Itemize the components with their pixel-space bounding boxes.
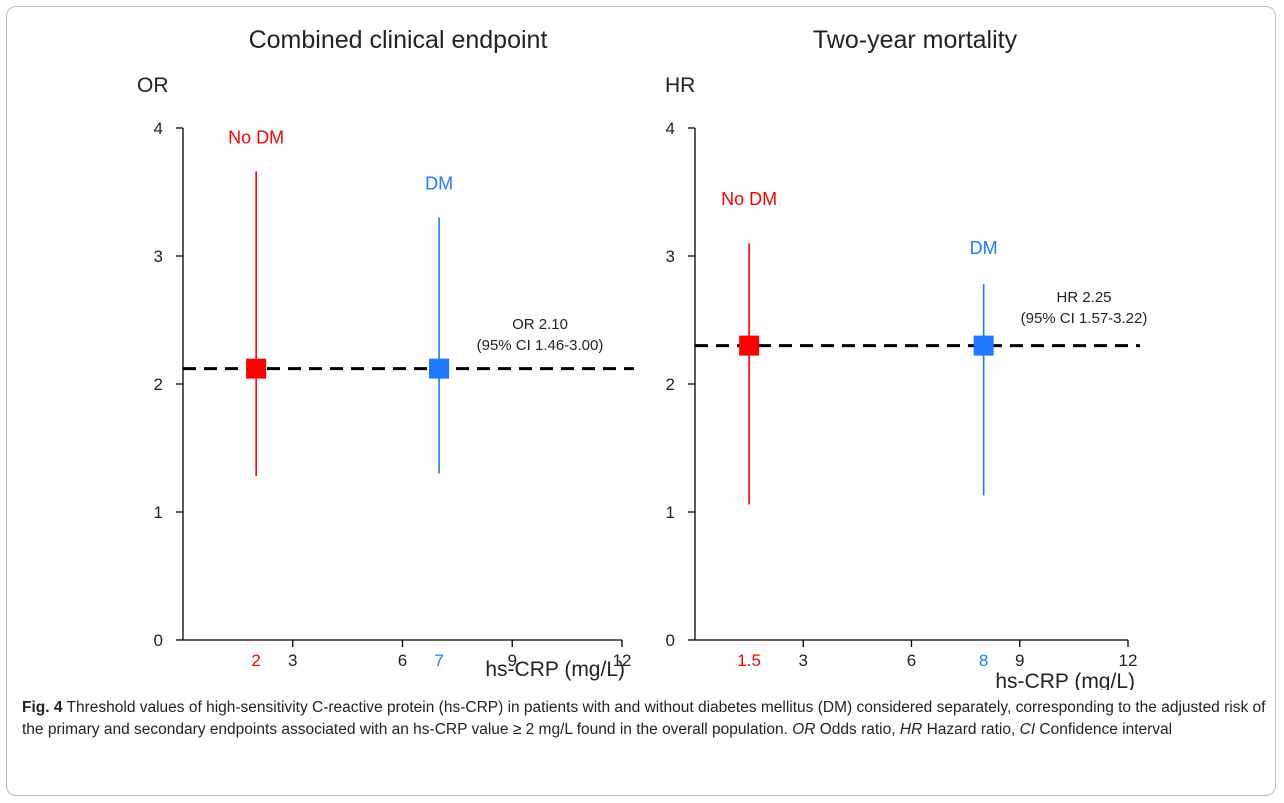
panel1-x-tick-label: 6 <box>398 651 407 670</box>
caption-hr-text: Hazard ratio, <box>922 721 1020 738</box>
panel1-x-axis-label: hs-CRP (mg/L) <box>485 658 625 681</box>
panel2-no-dm-point <box>739 335 760 356</box>
panel2-annotation-line2: (95% CI 1.57-3.22) <box>1021 310 1148 327</box>
caption-hr-abbr: HR <box>899 721 923 738</box>
panel2-y-tick-label: 1 <box>666 503 675 522</box>
panel2-x-tick-label: 6 <box>907 651 916 670</box>
panel1-y-tick-label: 4 <box>154 119 163 138</box>
panel2-x-tick-label: 3 <box>799 651 808 670</box>
panel2-y-tick-label: 4 <box>666 119 675 138</box>
panel1-y-tick-label: 1 <box>154 503 163 522</box>
panel2-dm-point <box>973 335 994 356</box>
panel1-no-dm-x-value-label: 2 <box>251 651 260 670</box>
caption-ci-abbr: CI <box>1019 721 1036 738</box>
panel2-no-dm-x-value-label: 1.5 <box>737 651 761 670</box>
panel1-y-tick-label: 3 <box>154 247 163 266</box>
panel1-no-dm-label: No DM <box>228 128 284 148</box>
panel1-y-tick-label: 2 <box>154 375 163 394</box>
panel2-y-tick-label: 0 <box>666 631 675 650</box>
panel1-x-tick-label: 9 <box>508 651 517 670</box>
caption-or-abbr: OR <box>792 721 816 738</box>
panel2-x-tick-label: 9 <box>1015 651 1024 670</box>
panel1-dm-x-value-label: 7 <box>434 651 443 670</box>
figure-frame <box>6 6 1276 796</box>
caption-ci-text: Confidence interval <box>1035 721 1173 738</box>
panel2-y-tick-label: 3 <box>666 247 675 266</box>
caption-text: Threshold values of high-sensitivity C-r… <box>22 699 1266 738</box>
panel1-annotation-line1: OR 2.10 <box>512 316 568 333</box>
panel1-no-dm-point <box>246 358 267 379</box>
panel1-x-tick-label: 3 <box>288 651 297 670</box>
panel2-annotation-line1: HR 2.25 <box>1056 289 1111 306</box>
panel2-title: Two-year mortality <box>813 26 1018 54</box>
panel2-no-dm-label: No DM <box>721 189 777 209</box>
panel1-y-tick-label: 0 <box>154 631 163 650</box>
panel2-x-axis-label: hs-CRP (mg/L) <box>995 670 1135 690</box>
panel2-y-tick-label: 2 <box>666 375 675 394</box>
panel1-annotation-line2: (95% CI 1.46-3.00) <box>477 337 604 354</box>
panel2-x-tick-label: 12 <box>1119 651 1138 670</box>
panel1-title: Combined clinical endpoint <box>249 26 548 54</box>
caption-or-text: Odds ratio, <box>815 721 900 738</box>
caption-fig-label: Fig. 4 <box>22 699 63 716</box>
figure-caption: Fig. 4 Threshold values of high-sensitiv… <box>22 697 1267 741</box>
panel1-dm-point <box>429 358 450 379</box>
panel1-x-tick-label: 12 <box>613 651 632 670</box>
panel1-y-axis-label: OR <box>137 74 169 97</box>
panel2-dm-x-value-label: 8 <box>979 651 988 670</box>
panel2-y-axis-label: HR <box>665 74 695 97</box>
panel1-dm-label: DM <box>425 174 453 194</box>
panel2-dm-label: DM <box>970 238 998 258</box>
